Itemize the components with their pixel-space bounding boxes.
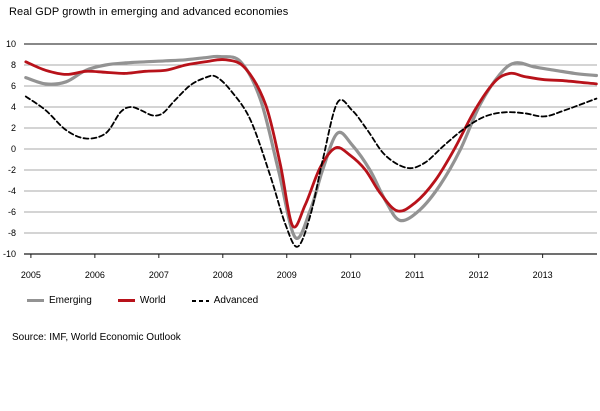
y-tick-label: 0 [11,144,16,154]
legend-label-world: World [139,295,166,306]
y-tick-label: -8 [8,228,16,238]
y-tick-label: -2 [8,165,16,175]
x-tick-label: 2010 [341,270,361,280]
world-line-swatch-icon [117,299,135,302]
chart-legend: Emerging World Advanced [0,295,600,306]
legend-label-advanced: Advanced [213,295,259,306]
x-tick-label: 2012 [469,270,489,280]
y-tick-label: -4 [8,186,16,196]
chart-plot-area: 10 8 6 4 2 0 -2 -4 -6 -8 -10 2005 2006 2007 2008 2009 20… [3,39,598,280]
x-tick-label: 2005 [21,270,41,280]
series-line-advanced [24,74,598,248]
chart-title: Real GDP growth in emerging and advanced… [9,6,289,18]
y-tick-label: 2 [11,123,16,133]
legend-label-emerging: Emerging [49,295,92,306]
x-tick-label: 2011 [405,270,424,280]
y-tick-label: 10 [6,39,16,49]
x-tick-label: 2006 [85,270,105,280]
advanced-line-swatch-icon [191,299,209,302]
y-tick-label: 6 [11,81,16,91]
legend-item-world: World [117,295,166,306]
legend-item-emerging: Emerging [27,295,92,306]
source-note: Source: IMF, World Economic Outlook [12,332,181,343]
x-tick-label: 2007 [149,270,169,280]
legend-item-advanced: Advanced [191,295,259,306]
x-tick-label: 2008 [213,270,233,280]
y-tick-label: -6 [8,207,16,217]
emerging-line-swatch-icon [27,299,44,302]
x-tick-label: 2009 [277,270,297,280]
y-tick-label: -10 [3,249,16,259]
y-tick-label: 4 [11,102,16,112]
x-tick-label: 2013 [533,270,553,280]
y-tick-label: 8 [11,60,16,70]
series-line-world [24,58,598,229]
